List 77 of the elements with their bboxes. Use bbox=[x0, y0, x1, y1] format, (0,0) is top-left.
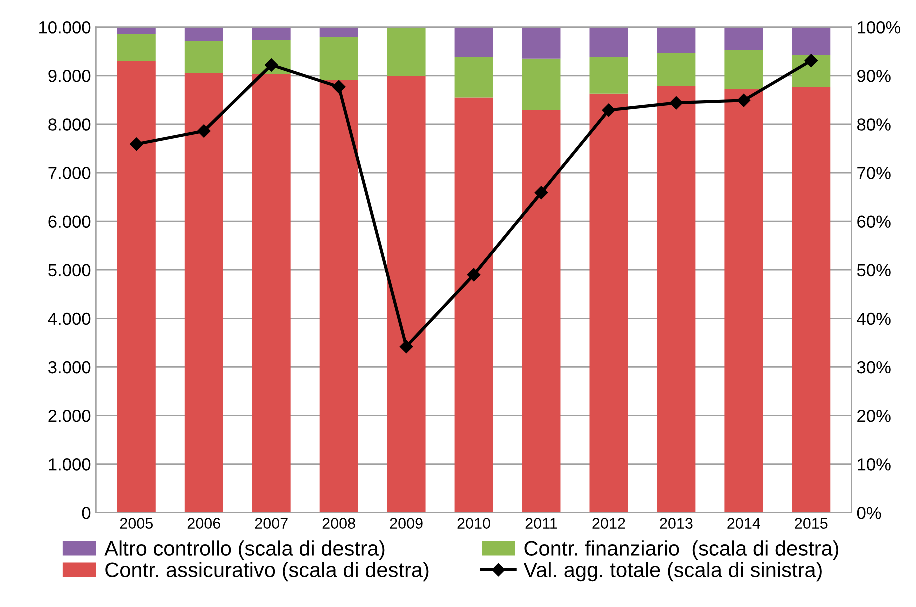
y-tick-label: 7.000 bbox=[48, 167, 91, 180]
y2-tick-label: 70% bbox=[858, 167, 891, 180]
bar bbox=[792, 87, 831, 513]
bar bbox=[184, 27, 224, 42]
bar bbox=[724, 88, 764, 513]
x-tick-label: 2014 bbox=[728, 518, 760, 529]
y2-tick-label: 90% bbox=[858, 70, 891, 82]
bar bbox=[117, 61, 156, 513]
point bbox=[737, 94, 751, 108]
point bbox=[400, 340, 414, 354]
y-tick-label: 5.000 bbox=[48, 264, 91, 277]
bar bbox=[724, 27, 764, 50]
bar bbox=[387, 76, 426, 513]
y2-tick-label: 0% bbox=[857, 507, 882, 520]
x-tick-label: 2008 bbox=[322, 518, 356, 529]
bar bbox=[117, 34, 156, 62]
y2-tick-label: 50% bbox=[857, 264, 891, 277]
point bbox=[467, 268, 481, 282]
y-tick-label: 2.000 bbox=[48, 410, 91, 422]
bar bbox=[590, 94, 628, 513]
x-tick-label: 2015 bbox=[795, 518, 828, 529]
bar bbox=[657, 53, 696, 86]
point bbox=[670, 96, 684, 110]
bar bbox=[387, 27, 426, 76]
bar bbox=[252, 74, 291, 513]
y-tick-label: 3.000 bbox=[48, 361, 91, 374]
point bbox=[804, 54, 818, 68]
y2-tick-label: 10% bbox=[858, 458, 891, 471]
bar bbox=[724, 50, 764, 89]
bar bbox=[252, 27, 291, 40]
bar bbox=[657, 86, 696, 513]
point bbox=[332, 80, 346, 94]
x-tick-label: 2011 bbox=[526, 518, 558, 529]
x-tick-label: 2007 bbox=[255, 518, 288, 529]
bar bbox=[657, 27, 696, 54]
legend-label: Val. agg. totale (scala di sinistra) bbox=[524, 562, 822, 582]
bar bbox=[522, 27, 561, 59]
bar bbox=[454, 27, 494, 58]
y2-tick-label: 80% bbox=[857, 118, 891, 131]
bar bbox=[184, 73, 224, 513]
y2-tick-label: 20% bbox=[858, 410, 891, 422]
legend-label: Altro controllo (scala di destra) bbox=[104, 540, 385, 560]
y-tick-label: 4.000 bbox=[48, 312, 91, 326]
point bbox=[198, 124, 211, 138]
y2-tick-label: 40% bbox=[857, 312, 891, 326]
x-tick-label: 2005 bbox=[120, 518, 154, 529]
x-tick-label: 2009 bbox=[390, 518, 423, 529]
bar bbox=[320, 38, 358, 80]
y-tick-label: 8.000 bbox=[48, 118, 91, 131]
legend-label: Contr. finanziario (scala di destra) bbox=[524, 540, 839, 560]
y2-tick-label: 100% bbox=[858, 21, 901, 34]
point bbox=[534, 186, 548, 200]
bar bbox=[522, 110, 561, 513]
bar bbox=[454, 98, 494, 513]
bar bbox=[320, 80, 358, 513]
y-tick-label: 0 bbox=[82, 507, 91, 520]
x-tick-label: 2012 bbox=[592, 518, 626, 529]
point bbox=[130, 138, 144, 151]
y2-tick-label: 60% bbox=[858, 216, 891, 228]
x-tick-label: 2013 bbox=[660, 518, 693, 529]
bar bbox=[454, 57, 494, 98]
point bbox=[602, 104, 616, 117]
x-tick-label: 2010 bbox=[458, 518, 490, 529]
bar bbox=[320, 27, 358, 38]
bar bbox=[590, 57, 628, 94]
y-tick-label: 10.000 bbox=[40, 21, 91, 34]
y2-tick-label: 30% bbox=[857, 361, 891, 374]
y-tick-label: 1.000 bbox=[49, 458, 91, 471]
bar bbox=[792, 27, 831, 55]
x-tick-label: 2006 bbox=[188, 518, 220, 529]
y-tick-label: 6.000 bbox=[48, 216, 91, 228]
legend-label: Contr. assicurativo (scala di destra) bbox=[106, 562, 429, 582]
bar bbox=[184, 41, 224, 74]
y-tick-label: 9.000 bbox=[48, 70, 91, 82]
bar bbox=[590, 27, 628, 58]
bar bbox=[522, 58, 561, 110]
point bbox=[265, 58, 278, 72]
